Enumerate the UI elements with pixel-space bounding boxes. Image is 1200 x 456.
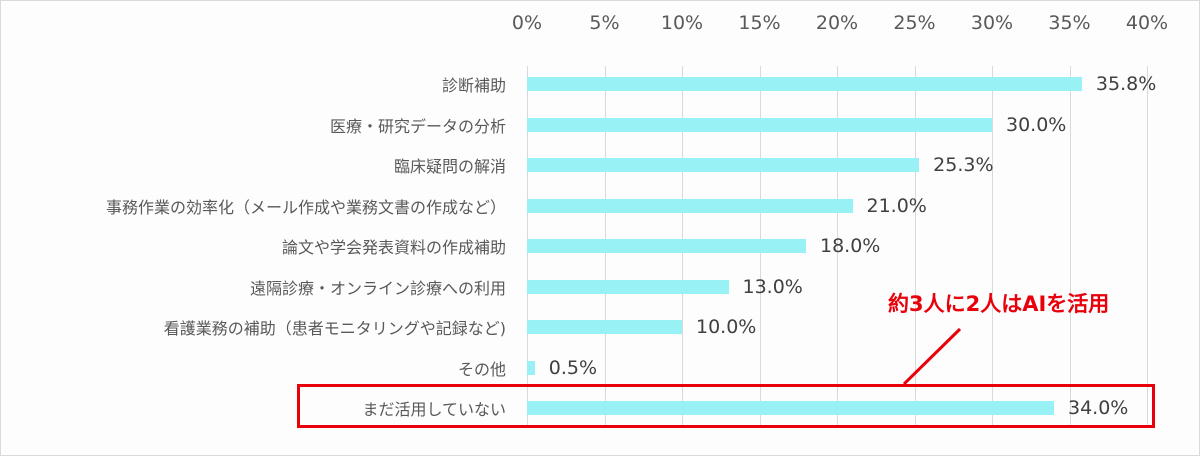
x-tick-label: 25%	[893, 12, 936, 34]
x-tick-label: 0%	[511, 12, 543, 34]
bar	[527, 117, 992, 132]
bar	[527, 77, 1082, 91]
x-tick-label: 5%	[589, 12, 620, 34]
gridline	[1147, 66, 1148, 428]
value-label: 35.8%	[1095, 73, 1157, 95]
category-label: その他	[457, 359, 506, 379]
callout-text: 約3人に2人はAIを活用	[888, 292, 1110, 316]
bar	[527, 158, 920, 172]
bar	[527, 198, 853, 213]
x-tick-label: 40%	[1125, 12, 1169, 34]
category-label: 遠隔診療・オンライン診療への利用	[249, 278, 506, 298]
value-label: 34.0%	[1068, 397, 1129, 419]
value-label: 18.0%	[820, 235, 881, 257]
x-tick-label: 15%	[738, 12, 781, 34]
value-label: 21.0%	[866, 194, 927, 217]
category-label: 論文や学会発表資料の作成補助	[281, 238, 506, 257]
value-label: 30.0%	[1006, 113, 1067, 136]
category-label: まだ活用していない	[362, 400, 506, 419]
bar	[527, 320, 682, 334]
x-tick-label: 30%	[970, 12, 1014, 34]
category-label: 事務作業の効率化（メール作成や業務文書の作成など）	[105, 197, 506, 217]
category-label: 看護業務の補助（患者モニタリングや記録など)	[163, 319, 506, 338]
x-tick-label: 10%	[660, 12, 704, 34]
category-label: 医療・研究データの分析	[329, 116, 506, 136]
gridline	[1070, 66, 1071, 428]
value-label: 13.0%	[742, 275, 803, 298]
highlight-box-not-using-ai	[297, 384, 1155, 428]
x-tick-label: 20%	[815, 12, 859, 34]
gridline	[837, 66, 838, 428]
x-tick-label: 35%	[1048, 12, 1091, 34]
value-label: 25.3%	[933, 154, 994, 176]
category-label: 診断補助	[441, 76, 506, 95]
bar	[527, 401, 1054, 415]
value-label: 10.0%	[696, 316, 757, 338]
gridline	[992, 66, 993, 428]
category-label: 臨床疑問の解消	[393, 157, 506, 176]
value-label: 0.5%	[548, 356, 598, 379]
bar	[527, 279, 729, 294]
gridline	[915, 66, 916, 428]
bar	[527, 360, 535, 375]
bar	[527, 239, 806, 253]
